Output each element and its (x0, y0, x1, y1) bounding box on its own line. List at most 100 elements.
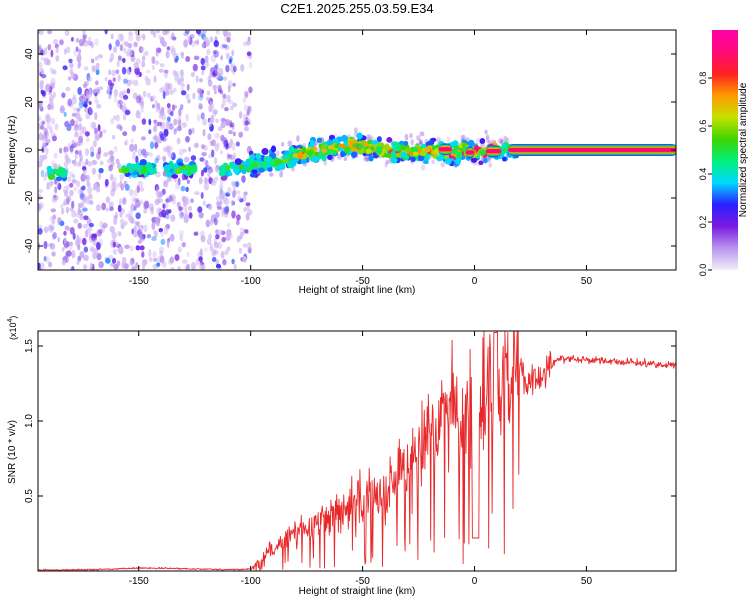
spectrogram-cell (159, 36, 165, 45)
spectrogram-cell (82, 126, 87, 135)
spectrogram-cell (84, 229, 89, 238)
spectrogram-cell (234, 181, 240, 188)
spectrogram-cell (240, 63, 245, 72)
snr-series-line (38, 331, 676, 571)
spectrogram-cell (122, 57, 126, 63)
spectrogram-cell (366, 134, 371, 141)
spectrogram-cell (152, 250, 157, 258)
spectrogram-cell (173, 128, 178, 133)
spectrogram-cell (228, 58, 232, 65)
spectrogram-cell (187, 205, 193, 212)
spectrogram-cell (66, 176, 72, 183)
spectrogram-cell (122, 94, 129, 100)
spectrogram-cell (135, 199, 141, 208)
spectrogram-cell (72, 232, 76, 240)
spectrogram-cell (38, 61, 43, 69)
spectrogram-cell (47, 184, 52, 189)
spectrogram-cell (164, 82, 170, 91)
spectrogram-cell (188, 212, 193, 219)
spectrogram-cell (225, 235, 231, 241)
spectrogram-cell (156, 154, 161, 161)
spectrogram-cell (482, 157, 488, 164)
spectrogram-cell (82, 237, 87, 246)
spectrogram-cell (73, 126, 79, 132)
spectrogram-cell (130, 203, 136, 212)
spectrogram-cell (185, 56, 191, 62)
spectrogram-cell (213, 249, 219, 255)
spectrogram-cell (484, 129, 488, 135)
spectrogram-cell (66, 195, 72, 203)
spectrogram-cell (241, 175, 246, 183)
spectrogram-cell (116, 162, 122, 170)
spectrogram-cell (215, 164, 220, 173)
spectrogram-cell (231, 157, 235, 163)
colorbar: 0.0 0.2 0.4 0.6 0.8 Normalized spectral ampl… (698, 30, 749, 276)
spectrogram-cell (151, 56, 156, 64)
spectrogram-cell (57, 166, 64, 174)
spectrogram-cell (151, 95, 157, 101)
spectrogram-cell (119, 44, 123, 52)
spectrogram-cell (214, 176, 219, 181)
spectrogram-cell (153, 75, 157, 83)
spectrogram-cell (193, 55, 200, 61)
spectrogram-cell (119, 212, 123, 218)
spectrogram-cell (183, 200, 187, 207)
spectrogram-cell (38, 44, 42, 53)
spectrogram-cell (199, 262, 204, 270)
spectrogram-cell (116, 260, 121, 267)
spectrogram-cell (85, 148, 89, 157)
spectrogram-cell (90, 58, 95, 64)
spectrogram-cell (52, 214, 57, 220)
spectrogram-cell (170, 267, 175, 270)
spectrogram-cell (210, 149, 215, 158)
spectrogram-x-tick-label: -100 (241, 276, 261, 287)
spectrogram-cell (193, 142, 199, 149)
spectrogram-cell (95, 68, 100, 76)
spectrogram-cell (204, 55, 209, 64)
spectrogram-cell (160, 238, 166, 246)
spectrogram-cell (38, 262, 41, 269)
spectrogram-cell (226, 222, 231, 228)
spectrogram-cell (190, 261, 197, 270)
spectrogram-cell (57, 237, 61, 243)
spectrogram-cell (156, 219, 161, 226)
spectrogram-cell (174, 70, 179, 77)
spectrogram-cell (211, 256, 217, 263)
spectrogram-cell (115, 39, 120, 47)
spectrogram-cell (192, 92, 196, 100)
spectrogram-cell (230, 63, 234, 69)
spectrogram-cell (157, 121, 163, 127)
spectrogram-cell (434, 148, 440, 154)
spectrogram-cell (201, 151, 207, 157)
spectrogram-cell (195, 30, 202, 35)
spectrogram-cell (125, 68, 131, 74)
spectrogram-cell (82, 175, 88, 180)
spectrogram-cell (182, 204, 188, 211)
spectrogram-cell (201, 30, 206, 36)
spectrogram-cell (192, 63, 198, 72)
spectrogram-cell (226, 36, 231, 43)
spectrogram-cell (170, 214, 176, 222)
spectrogram-cell (216, 84, 222, 90)
spectrogram-cell (309, 139, 315, 146)
spectrogram-cell (209, 221, 214, 227)
spectrogram-cell (82, 256, 89, 261)
spectrogram-cell (138, 199, 144, 205)
spectrogram-cell (244, 120, 249, 126)
spectrogram-cell (97, 54, 103, 59)
spectrogram-cell (117, 230, 122, 237)
spectrogram-cell (125, 213, 131, 218)
spectrogram-cell (53, 38, 58, 45)
spectrogram-cell (77, 60, 82, 68)
spectrogram-cell (89, 246, 95, 253)
spectrogram-cell (424, 146, 431, 153)
spectrogram-cell (166, 116, 171, 122)
spectrogram-cell (165, 209, 169, 216)
spectrogram-cell (47, 44, 52, 51)
spectrogram-cell (214, 132, 220, 139)
spectrogram-cell (209, 218, 214, 224)
spectrogram-cell (185, 135, 190, 143)
spectrogram-cell (95, 204, 101, 212)
spectrogram-cell (141, 251, 145, 258)
spectrogram-cell (203, 167, 208, 173)
